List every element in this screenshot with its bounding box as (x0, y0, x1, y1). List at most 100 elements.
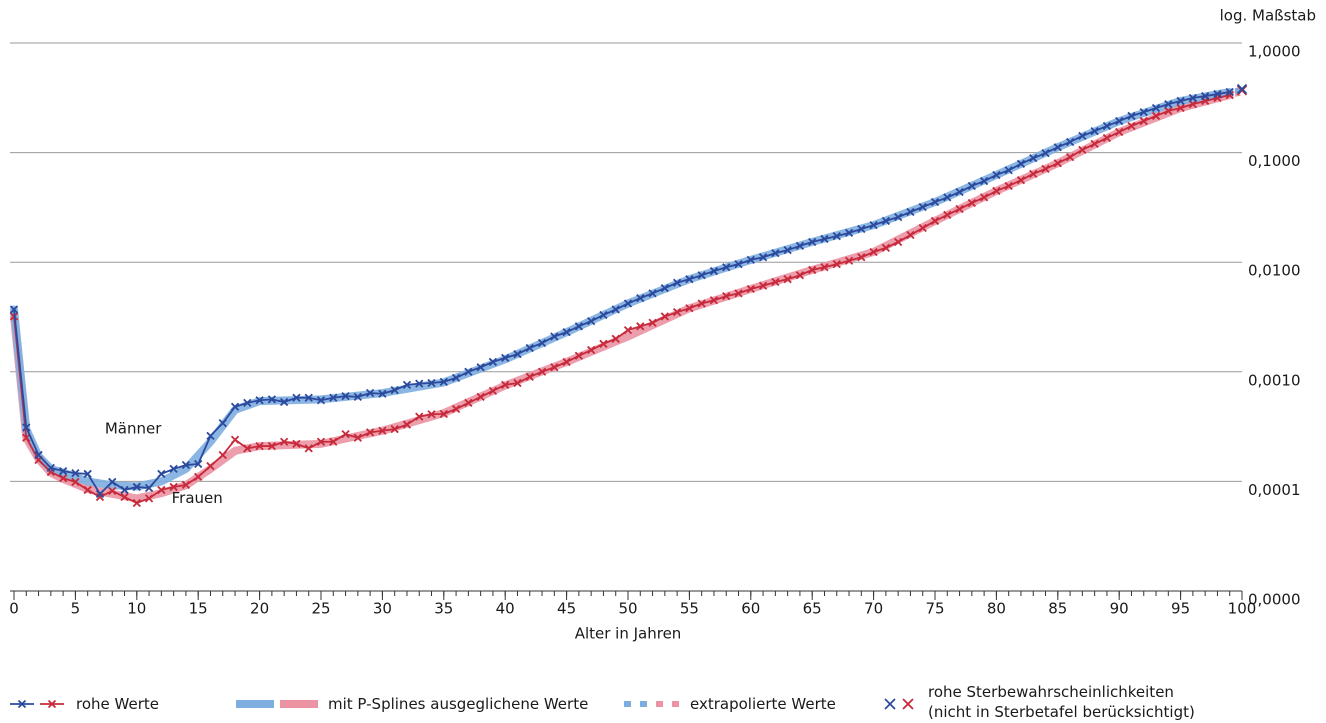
marker (832, 231, 841, 241)
marker-stroke (427, 378, 436, 388)
marker-stroke (587, 345, 596, 355)
x-tick-label: 45 (557, 600, 576, 618)
marker-stroke (869, 247, 878, 257)
marker (83, 485, 92, 495)
marker-stroke (243, 444, 252, 453)
marker-stroke (71, 477, 80, 487)
marker (636, 294, 645, 303)
marker-stroke (1188, 93, 1198, 103)
marker-stroke (255, 441, 264, 451)
marker-stroke (1065, 137, 1075, 147)
marker-stroke (144, 494, 154, 503)
marker-stroke (1053, 159, 1062, 168)
marker (869, 247, 878, 257)
x-tick-label: 60 (741, 600, 760, 618)
marker (844, 256, 854, 265)
marker (58, 467, 68, 476)
marker-stroke (758, 253, 768, 262)
marker-stroke (979, 193, 989, 202)
marker (902, 698, 914, 710)
marker-stroke (451, 404, 461, 414)
marker-stroke (869, 220, 878, 230)
marker-stroke (144, 483, 154, 493)
marker-stroke (672, 278, 682, 287)
marker-stroke (194, 459, 203, 469)
marker-stroke (783, 275, 792, 284)
marker-stroke (329, 393, 338, 402)
y-tick-label: 0,1000 (1248, 152, 1301, 170)
marker (46, 463, 55, 472)
marker (1115, 127, 1124, 137)
marker-stroke (967, 198, 976, 208)
marker-stroke (574, 351, 584, 360)
marker (1188, 99, 1198, 109)
marker-stroke (599, 310, 608, 320)
marker (194, 459, 203, 469)
marker (820, 234, 829, 244)
marker-stroke (979, 176, 989, 186)
marker-stroke (1102, 121, 1112, 131)
marker (513, 349, 522, 359)
marker-stroke (451, 373, 461, 383)
marker (206, 461, 215, 471)
marker-stroke (47, 699, 57, 709)
annotation: Frauen (172, 489, 223, 507)
marker-stroke (427, 410, 436, 419)
marker (1139, 116, 1148, 126)
marker (83, 469, 92, 479)
marker-stroke (1176, 96, 1185, 106)
marker (783, 245, 792, 255)
x-tick-label: 10 (127, 600, 146, 618)
marker-stroke (341, 429, 350, 439)
marker (758, 253, 768, 262)
marker-stroke (771, 248, 780, 258)
marker (1164, 106, 1173, 116)
marker-stroke (316, 437, 326, 446)
marker (525, 343, 534, 353)
marker-stroke (341, 391, 350, 401)
marker-stroke (58, 467, 68, 476)
marker (120, 492, 129, 502)
marker (808, 237, 817, 247)
marker-stroke (857, 253, 866, 262)
marker (587, 316, 596, 326)
marker-stroke (992, 186, 1001, 196)
marker-stroke (636, 294, 645, 303)
marker (894, 212, 903, 222)
marker (120, 485, 129, 495)
marker-stroke (132, 482, 141, 492)
marker-stroke (181, 480, 191, 489)
marker-stroke (832, 260, 841, 269)
marker-stroke (1139, 116, 1148, 126)
marker (451, 373, 461, 383)
marker (1065, 137, 1075, 147)
marker (648, 318, 657, 327)
marker-stroke (955, 204, 964, 214)
marker (525, 372, 534, 381)
marker (1127, 121, 1136, 131)
marker-stroke (1213, 89, 1222, 99)
marker-stroke (1090, 126, 1099, 136)
marker-stroke (280, 437, 289, 446)
marker-stroke (820, 234, 829, 244)
marker (341, 429, 350, 439)
marker (550, 363, 559, 372)
marker (1115, 116, 1124, 126)
marker (1065, 152, 1075, 162)
marker (353, 433, 362, 442)
marker-stroke (672, 308, 682, 317)
marker-stroke (464, 367, 473, 376)
marker (1078, 131, 1087, 141)
y-tick-label: 0,0000 (1248, 591, 1301, 609)
marker-stroke (697, 271, 706, 280)
marker (9, 305, 19, 314)
marker (378, 426, 387, 435)
marker (304, 393, 313, 402)
marker (378, 389, 387, 398)
marker-stroke (169, 464, 178, 474)
marker-stroke (648, 289, 657, 298)
marker (722, 292, 731, 301)
marker-stroke (992, 170, 1001, 180)
marker (1176, 96, 1185, 106)
